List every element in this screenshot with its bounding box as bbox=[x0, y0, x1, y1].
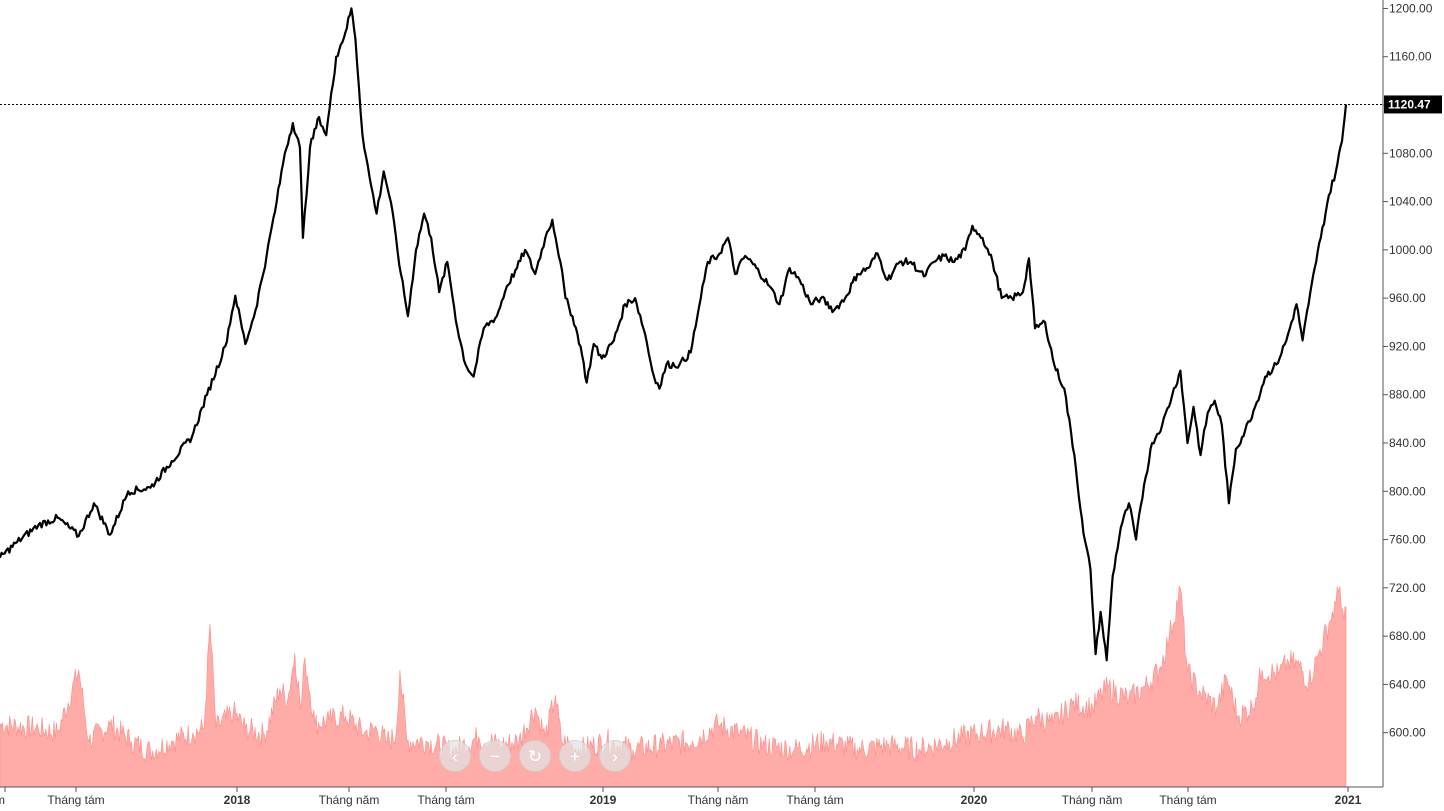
price-line-layer bbox=[0, 7, 1348, 662]
y-tick-label: 880.00 bbox=[1389, 388, 1426, 402]
minus-icon[interactable]: − bbox=[479, 740, 511, 772]
y-tick-label: 800.00 bbox=[1389, 484, 1426, 498]
volume-area bbox=[0, 584, 1347, 788]
y-tick-label: 680.00 bbox=[1389, 629, 1426, 643]
x-tick-label: 2018 bbox=[224, 793, 251, 807]
axes bbox=[0, 0, 1384, 788]
x-tick-label: Tháng năm bbox=[319, 793, 380, 807]
y-tick-label: 760.00 bbox=[1389, 533, 1426, 547]
volume-area-path bbox=[0, 584, 1347, 788]
last-price-tag: 1120.47 bbox=[1384, 95, 1442, 114]
y-tick-label: 960.00 bbox=[1389, 291, 1426, 305]
x-tick-label: Tháng năm bbox=[1062, 793, 1123, 807]
y-tick-label: 1080.00 bbox=[1389, 146, 1433, 160]
x-tick-label: 2021 bbox=[1335, 793, 1362, 807]
y-tick-label: 720.00 bbox=[1389, 581, 1426, 595]
reset-icon[interactable]: ↻ bbox=[519, 740, 551, 772]
y-tick-label: 920.00 bbox=[1389, 339, 1426, 353]
y-tick-label: 1000.00 bbox=[1389, 243, 1433, 257]
chevron-left-icon[interactable]: ‹ bbox=[439, 740, 471, 772]
chart-navigation: ‹ − ↻ + › bbox=[439, 740, 631, 774]
x-tick-label: 2020 bbox=[961, 793, 988, 807]
x-tick-label: Tháng năm bbox=[688, 793, 749, 807]
y-tick-label: 600.00 bbox=[1389, 726, 1426, 740]
chevron-right-icon[interactable]: › bbox=[599, 740, 631, 772]
last-price-tag-label: 1120.47 bbox=[1388, 97, 1431, 111]
y-tick-label: 1200.00 bbox=[1389, 1, 1433, 15]
x-tick-label: 2019 bbox=[590, 793, 617, 807]
x-tick-label: Tháng tám bbox=[47, 793, 104, 807]
price-line bbox=[0, 7, 1348, 662]
y-tick-label: 1160.00 bbox=[1389, 50, 1432, 64]
y-tick-label: 840.00 bbox=[1389, 436, 1426, 450]
x-tick-label: ám bbox=[0, 793, 5, 807]
x-axis-ticks: ám Tháng tám 2018 Tháng năm Tháng tám 2019 Thá… bbox=[0, 787, 1362, 807]
plus-icon[interactable]: + bbox=[559, 740, 591, 772]
x-tick-label: Tháng tám bbox=[417, 793, 474, 807]
y-tick-label: 1040.00 bbox=[1389, 195, 1433, 209]
x-tick-label: Tháng tám bbox=[786, 793, 843, 807]
x-tick-label: Tháng tám bbox=[1159, 793, 1216, 807]
y-tick-label: 640.00 bbox=[1389, 677, 1426, 691]
last-price-tag-bg bbox=[1384, 95, 1442, 114]
